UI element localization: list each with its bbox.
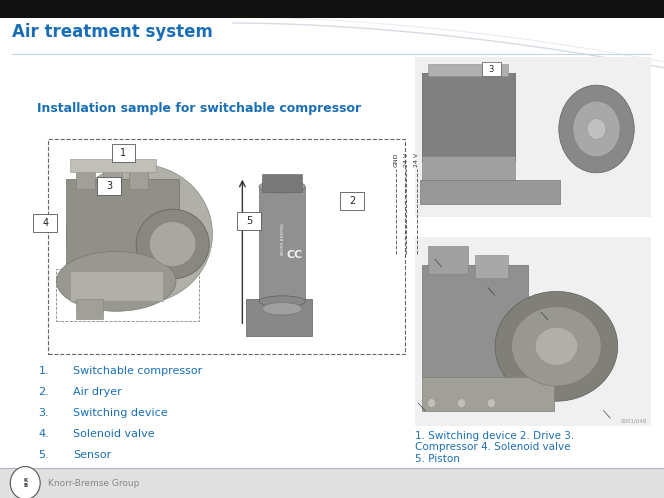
Ellipse shape <box>428 398 436 407</box>
Bar <box>33 214 57 232</box>
Text: GND: GND <box>393 152 398 167</box>
Ellipse shape <box>259 296 305 307</box>
Text: 1.: 1. <box>39 366 49 376</box>
Bar <box>112 144 135 162</box>
Bar <box>48 139 405 354</box>
Text: Installation sample for switchable compressor: Installation sample for switchable compr… <box>37 102 361 115</box>
Text: KNORR-BREMSE: KNORR-BREMSE <box>280 222 284 255</box>
Ellipse shape <box>136 209 209 279</box>
Text: Solenoid valve: Solenoid valve <box>73 429 155 439</box>
Text: Sensor: Sensor <box>73 450 112 460</box>
Ellipse shape <box>487 398 495 407</box>
Bar <box>129 162 148 189</box>
Ellipse shape <box>66 164 212 304</box>
Ellipse shape <box>512 307 601 386</box>
Bar <box>420 180 560 204</box>
Text: 3.: 3. <box>39 408 49 418</box>
Text: 3: 3 <box>489 65 494 74</box>
Bar <box>66 179 179 269</box>
Bar <box>415 57 651 217</box>
Bar <box>97 177 121 195</box>
Text: 2: 2 <box>349 196 355 206</box>
Text: K
B: K B <box>23 478 27 488</box>
Ellipse shape <box>457 398 465 407</box>
Text: 24 V: 24 V <box>404 152 409 167</box>
Text: Air dryer: Air dryer <box>73 387 122 397</box>
Bar <box>259 187 305 301</box>
Text: 0001/048: 0001/048 <box>621 418 647 423</box>
Bar <box>422 265 528 378</box>
Bar <box>76 299 103 319</box>
Bar <box>76 162 95 189</box>
Bar <box>262 174 302 192</box>
Ellipse shape <box>262 302 302 315</box>
Bar <box>475 255 508 278</box>
Ellipse shape <box>495 291 618 401</box>
Ellipse shape <box>56 251 176 311</box>
Text: 2.: 2. <box>39 387 49 397</box>
Bar <box>422 73 515 161</box>
Bar <box>56 269 199 321</box>
Bar <box>70 271 163 301</box>
Bar <box>415 237 651 426</box>
Ellipse shape <box>559 85 634 173</box>
Bar <box>435 67 461 134</box>
Text: 4.: 4. <box>39 429 49 439</box>
Bar <box>422 376 554 411</box>
Bar <box>428 246 468 274</box>
Text: 5.: 5. <box>39 450 49 460</box>
Ellipse shape <box>259 180 305 193</box>
Bar <box>0 468 664 498</box>
Bar <box>0 0 664 18</box>
Text: Switching device: Switching device <box>73 408 168 418</box>
Ellipse shape <box>573 101 620 157</box>
Text: 4: 4 <box>42 218 48 228</box>
Text: Air treatment system: Air treatment system <box>12 23 213 41</box>
Bar <box>428 64 508 76</box>
Bar <box>482 62 501 76</box>
Text: 3: 3 <box>106 181 112 191</box>
Text: 5: 5 <box>246 216 252 226</box>
Text: CC: CC <box>286 250 302 260</box>
Ellipse shape <box>11 467 40 498</box>
Ellipse shape <box>535 327 578 365</box>
Bar <box>246 299 312 336</box>
Ellipse shape <box>587 119 606 139</box>
Text: Switchable compressor: Switchable compressor <box>73 366 203 376</box>
Ellipse shape <box>149 222 196 266</box>
Bar <box>340 192 364 210</box>
Text: Knorr-Bremse Group: Knorr-Bremse Group <box>48 479 140 488</box>
Text: 24 V: 24 V <box>414 152 420 167</box>
Bar <box>468 67 495 134</box>
Text: 1: 1 <box>120 148 127 158</box>
Bar <box>103 162 122 189</box>
Bar <box>422 156 515 185</box>
Text: 1. Switching device 2. Drive 3.
Compressor 4. Solenoid valve
5. Piston: 1. Switching device 2. Drive 3. Compress… <box>415 431 574 464</box>
Bar <box>70 159 156 172</box>
Bar <box>237 212 261 230</box>
